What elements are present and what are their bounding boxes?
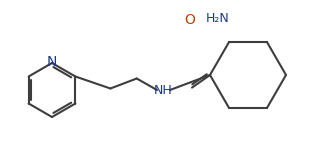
Text: O: O	[185, 13, 195, 27]
Text: N: N	[47, 55, 57, 69]
Text: NH: NH	[154, 83, 172, 97]
Text: H₂N: H₂N	[206, 12, 230, 24]
